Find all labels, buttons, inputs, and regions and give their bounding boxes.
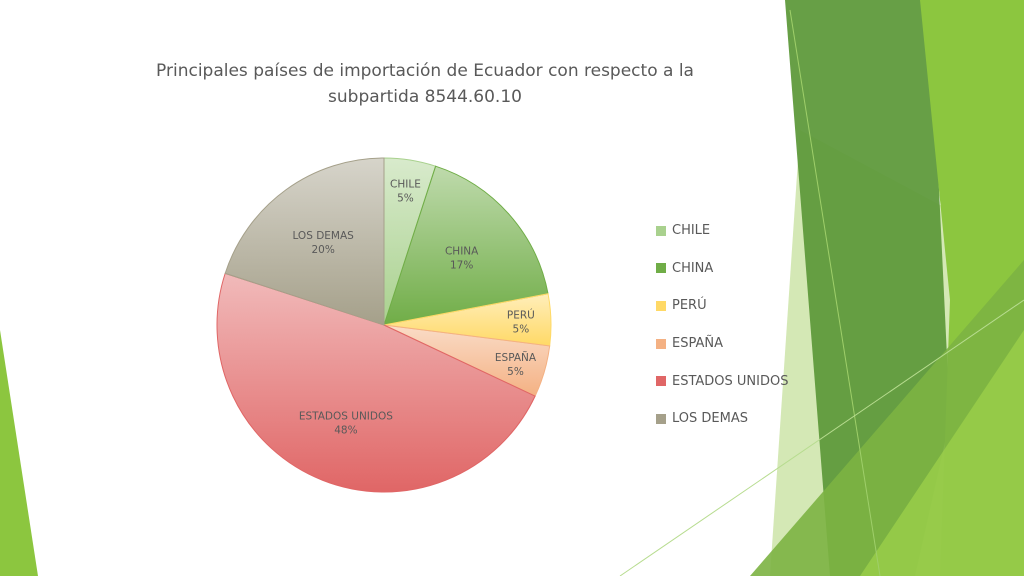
legend-label: LOS DEMAS [672, 411, 748, 427]
legend-swatch [656, 300, 666, 311]
legend-label: CHINA [672, 260, 714, 276]
data-label-los-demas: LOS DEMAS 20% [292, 230, 354, 256]
legend-label: PERÚ [672, 298, 707, 314]
data-label-perú: PERÚ 5% [507, 309, 535, 336]
chart-title: Principales países de importación de Ecu… [156, 61, 694, 107]
data-label-chile: CHILE 5% [390, 179, 421, 205]
legend-swatch [656, 376, 666, 387]
legend-label: CHILE [672, 223, 711, 239]
legend-swatch [656, 263, 666, 274]
thin-accent-line [789, 9, 881, 576]
legend-item-china: CHINA [656, 250, 789, 288]
thin-accent-line-2 [619, 299, 1024, 576]
data-label-china: CHINA 17% [445, 246, 479, 272]
legend-label: ESTADOS UNIDOS [672, 373, 789, 389]
legend-item-los-demas: LOS DEMAS [656, 400, 789, 438]
data-label-estados-unidos: ESTADOS UNIDOS 48% [299, 410, 393, 436]
legend-label: ESPAÑA [672, 336, 723, 352]
pie-slice-los-demas [224, 157, 385, 326]
legend-item-estados-unidos: ESTADOS UNIDOS [656, 362, 789, 400]
pie-slice-china [383, 165, 549, 326]
right-bright-band [860, 330, 1024, 576]
legend-item-chile: CHILE [656, 212, 789, 250]
left-green-stripe [0, 330, 38, 576]
legend-swatch [656, 225, 666, 236]
legend-item-perú: PERÚ [656, 287, 789, 325]
pie-slice-estados-unidos [216, 272, 536, 493]
data-label-españa: ESPAÑA 5% [495, 351, 537, 378]
legend-swatch [656, 413, 666, 424]
legend-item-españa: ESPAÑA [656, 325, 789, 363]
legend: CHILE CHINA PERÚ ESPAÑA ESTADOS UNIDOS LOS DE… [656, 212, 789, 438]
legend-swatch [656, 338, 666, 349]
